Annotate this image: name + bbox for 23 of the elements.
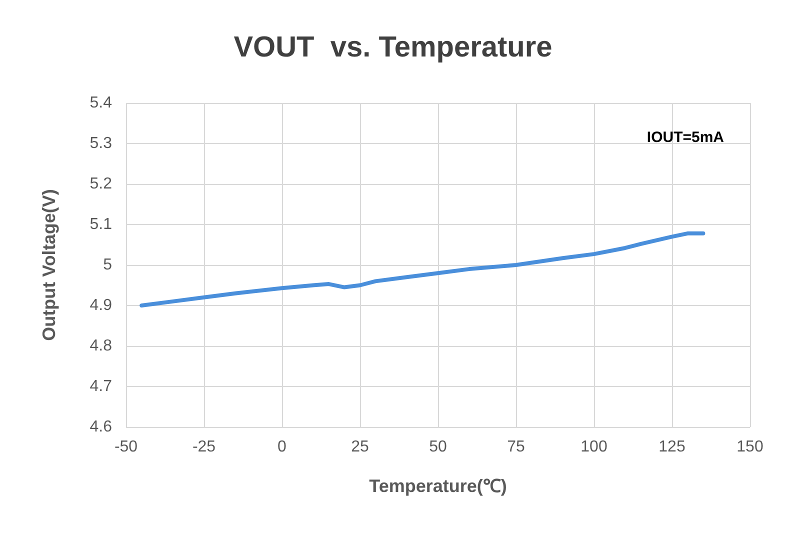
annotation: IOUT=5mA <box>646 129 724 146</box>
y-tick-label: 5.1 <box>90 216 112 233</box>
y-tick-label: 4.6 <box>90 418 112 436</box>
chart-title: VOUT vs. Temperature <box>234 32 552 64</box>
y-tick-label: 5.3 <box>90 135 112 152</box>
y-tick-label: 5 <box>103 256 112 274</box>
x-tick-label: -50 <box>114 438 138 456</box>
y-tick-label: 5.4 <box>90 94 112 112</box>
y-tick-label: 5.2 <box>90 176 112 192</box>
y-axis-title: Output Voltage(V) <box>39 189 59 341</box>
line-series <box>140 231 706 308</box>
x-tick-label: 0 <box>278 438 287 456</box>
y-tick-label: 4.8 <box>90 338 112 354</box>
x-axis-title: Temperature(℃) <box>369 476 507 496</box>
x-tick-label: 100 <box>580 438 608 456</box>
x-tick-label: -25 <box>192 438 216 456</box>
x-tick-label: 125 <box>658 438 686 456</box>
x-tick-label: 50 <box>429 438 447 456</box>
x-tick-label: 150 <box>736 438 764 456</box>
x-tick-label: 25 <box>351 438 369 456</box>
y-tick-label: 4.9 <box>90 297 112 314</box>
x-tick-label: 75 <box>507 438 525 456</box>
y-tick-label: 4.7 <box>90 378 112 395</box>
